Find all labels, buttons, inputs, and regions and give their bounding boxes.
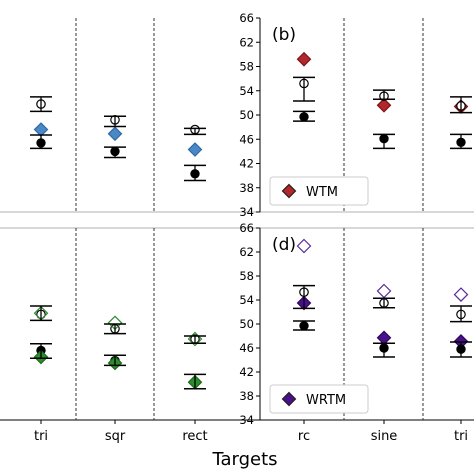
legend-marker-top-right xyxy=(281,183,297,199)
point-open-violet-diamond-bottom-right-open-violet-diamond-0 xyxy=(296,238,312,254)
point-blue-diamond-top-left-blue-diamond-2 xyxy=(187,142,203,157)
legend-box-top-right xyxy=(269,176,369,206)
legend-label-bottom-right: WRTM xyxy=(306,393,346,408)
point-open-violet-diamond-bottom-right-open-violet-diamond-1 xyxy=(376,283,392,299)
chart-marks xyxy=(30,51,472,390)
panel-marks-bottom-right xyxy=(293,238,472,358)
panel-frames xyxy=(0,17,474,424)
point-wtm-diamond-top-right-red-diamond-1 xyxy=(376,97,392,113)
point-wrtm-diamond-bottom-right-purple-diamond-1 xyxy=(376,330,392,346)
x-tick-label-bottom-right-2: tri xyxy=(454,429,468,444)
chart-labels: 34 38 42 46 50 54 58 62 66 (b) WTM tri sqr rect 34 38 42… xyxy=(34,11,468,444)
y-tick-label-bottom-right-8: 66 xyxy=(239,221,254,235)
x-tick-label-bottom-left-1: sqr xyxy=(105,429,126,444)
point-wtm-diamond-top-right-red-diamond-0 xyxy=(296,51,312,67)
y-tick-label-bottom-right-0: 34 xyxy=(239,413,254,427)
y-tick-label-bottom-right-3: 46 xyxy=(239,341,254,355)
y-tick-label-bottom-right-1: 38 xyxy=(239,389,254,403)
y-tick-label-top-right-7: 62 xyxy=(239,35,254,49)
panel-marks-top-right xyxy=(293,51,472,150)
point-open-violet-diamond-bottom-right-open-violet-diamond-2 xyxy=(453,287,469,302)
point-blue-diamond-top-left-blue-diamond-0 xyxy=(33,122,49,137)
y-tick-label-top-right-1: 38 xyxy=(239,181,254,195)
point-open-green-diamond-bottom-left-open-green-diamond-2 xyxy=(187,331,203,347)
y-tick-label-bottom-right-6: 58 xyxy=(239,269,254,283)
y-tick-label-bottom-right-2: 42 xyxy=(239,365,254,379)
point-blue-diamond-top-left-blue-diamond-1 xyxy=(107,126,123,142)
y-tick-label-top-right-4: 50 xyxy=(239,108,254,122)
y-tick-label-bottom-right-4: 50 xyxy=(239,317,254,331)
panel-label-bottom-right: (d) xyxy=(272,235,296,255)
panel-label-top-right: (b) xyxy=(272,25,296,45)
x-axis-label: Targets xyxy=(211,449,277,470)
legend-box-bottom-right xyxy=(269,384,369,414)
y-tick-label-top-right-3: 46 xyxy=(239,132,254,146)
x-tick-label-bottom-left-0: tri xyxy=(34,429,48,444)
y-tick-label-top-right-0: 34 xyxy=(239,205,254,219)
y-tick-label-top-right-2: 42 xyxy=(239,157,254,171)
y-tick-label-top-right-5: 54 xyxy=(239,84,254,98)
y-tick-label-top-right-6: 58 xyxy=(239,60,254,74)
x-tick-label-bottom-left-2: rect xyxy=(182,429,207,444)
x-tick-label-bottom-right-1: sine xyxy=(371,429,398,444)
y-tick-label-bottom-right-5: 54 xyxy=(239,293,254,307)
legend-marker-bottom-right xyxy=(281,391,297,407)
x-tick-label-bottom-right-0: rc xyxy=(298,429,310,444)
panel-marks-bottom-left xyxy=(30,305,206,390)
legend-label-top-right: WTM xyxy=(306,185,338,200)
panel-marks-top-left xyxy=(30,96,206,182)
y-tick-label-top-right-8: 66 xyxy=(239,11,254,25)
y-tick-label-bottom-right-7: 62 xyxy=(239,245,254,259)
